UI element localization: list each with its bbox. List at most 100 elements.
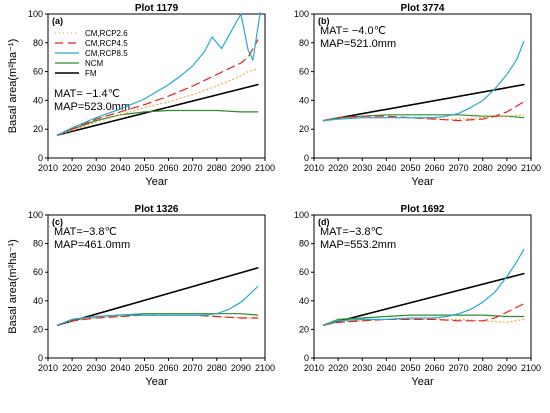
x-axis-label: Year	[145, 176, 168, 188]
x-tick-label: 2090	[231, 163, 251, 173]
x-tick-label: 2010	[38, 163, 58, 173]
chart-title: Plot 3774	[401, 3, 445, 14]
y-tick-label: 80	[33, 239, 43, 249]
x-tick-label: 2020	[328, 163, 348, 173]
series-line-fm	[322, 272, 525, 326]
x-tick-label: 2080	[207, 363, 227, 373]
annotation: MAT=−3.8℃	[54, 226, 117, 238]
y-tick-label: 100	[28, 210, 43, 220]
series-line-cm-rcp2-6	[56, 68, 259, 136]
panel-label: (b)	[318, 16, 330, 26]
annotation: MAP=461.0mm	[54, 239, 130, 251]
x-tick-label: 2050	[400, 363, 420, 373]
y-tick-label: 40	[299, 296, 309, 306]
x-tick-label: 2030	[352, 363, 372, 373]
y-tick-label: 20	[33, 124, 43, 134]
y-tick-label: 60	[299, 67, 309, 77]
x-tick-label: 2010	[304, 363, 324, 373]
annotation: MAP=553.2mm	[320, 239, 396, 251]
x-tick-label: 2100	[255, 363, 275, 373]
x-tick-label: 2010	[38, 363, 58, 373]
x-tick-label: 2040	[110, 163, 130, 173]
x-tick-label: 2040	[376, 363, 396, 373]
x-tick-label: 2090	[497, 163, 517, 173]
y-tick-label: 20	[33, 324, 43, 334]
plot-frame	[47, 13, 266, 159]
annotation: MAP=523.0mm	[54, 101, 130, 113]
x-tick-label: 2050	[400, 163, 420, 173]
legend-entry: CM,RCP2.6	[85, 29, 128, 38]
y-tick-label: 100	[294, 9, 309, 19]
y-tick-label: 100	[294, 210, 309, 220]
x-tick-label: 2040	[110, 363, 130, 373]
series-line-cm-rcp4-5	[323, 101, 525, 122]
x-tick-label: 2060	[425, 363, 445, 373]
plot-frame	[313, 13, 532, 159]
legend-entry: NCM	[85, 59, 104, 68]
y-tick-label: 0	[38, 353, 43, 363]
series-line-cm-rcp4-5	[323, 303, 525, 326]
x-axis-label: Year	[411, 176, 434, 188]
chart-panel-2: 2010 2020 2030 2040 2050 2060 2070 2080 2090 2100…	[294, 3, 541, 188]
series-line-fm	[56, 267, 259, 326]
y-tick-label: 40	[33, 296, 43, 306]
series-line-cm-rcp2-6	[323, 318, 525, 326]
y-tick-label: 20	[299, 124, 309, 134]
y-tick-label: 60	[33, 267, 43, 277]
legend-entry: FM	[85, 69, 97, 78]
series-line-cm-rcp2-6	[323, 114, 525, 122]
y-tick-label: 80	[299, 38, 309, 48]
x-tick-label: 2070	[183, 363, 203, 373]
x-tick-label: 2030	[86, 163, 106, 173]
chart-title: Plot 1326	[135, 204, 179, 215]
x-tick-label: 2090	[231, 363, 251, 373]
x-tick-label: 2100	[521, 163, 541, 173]
y-tick-label: 0	[304, 153, 309, 163]
x-tick-label: 2060	[159, 363, 179, 373]
annotation: MAT= −1.4℃	[54, 88, 120, 100]
plot-frame	[47, 214, 266, 359]
y-axis-label: Basal area(m²ha⁻¹)	[7, 239, 19, 333]
panel-label: (a)	[52, 16, 63, 26]
x-tick-label: 2080	[473, 363, 493, 373]
x-axis-label: Year	[145, 376, 168, 388]
y-axis-label: Basal area(m²ha⁻¹)	[7, 39, 19, 133]
x-tick-label: 2100	[521, 363, 541, 373]
x-tick-label: 2080	[473, 163, 493, 173]
x-tick-label: 2050	[134, 363, 154, 373]
x-tick-label: 2090	[497, 363, 517, 373]
x-tick-label: 2030	[86, 363, 106, 373]
plot-frame	[313, 214, 532, 359]
x-tick-label: 2020	[328, 363, 348, 373]
series-line-cm-rcp8-5	[323, 248, 525, 326]
panel-label: (d)	[318, 217, 330, 227]
series-line-cm-rcp8-5	[56, 12, 261, 136]
series-line-fm	[322, 83, 525, 122]
chart-panel-4: 2010 2020 2030 2040 2050 2060 2070 2080 2090 2100…	[294, 204, 541, 388]
series-line-cm-rcp8-5	[56, 285, 259, 326]
y-tick-label: 80	[33, 38, 43, 48]
x-tick-label: 2050	[134, 163, 154, 173]
x-tick-label: 2080	[207, 163, 227, 173]
chart-title: Plot 1179	[135, 3, 179, 14]
y-tick-label: 60	[33, 67, 43, 77]
chart-title: Plot 1692	[401, 204, 445, 215]
x-tick-label: 2070	[183, 163, 203, 173]
x-tick-label: 2020	[62, 163, 82, 173]
chart-panel-1: 2010 2020 2030 2040 2050 2060 2070 2080 2090 2100…	[7, 3, 275, 188]
x-tick-label: 2030	[352, 163, 372, 173]
chart-panel-3: 2010 2020 2030 2040 2050 2060 2070 2080 2090 2100…	[7, 204, 275, 388]
y-tick-label: 0	[304, 353, 309, 363]
series-line-cm-rcp4-5	[56, 39, 259, 136]
y-tick-label: 60	[299, 267, 309, 277]
series-line-cm-rcp8-5	[323, 40, 525, 122]
x-tick-label: 2020	[62, 363, 82, 373]
y-tick-label: 40	[299, 95, 309, 105]
x-axis-label: Year	[411, 376, 434, 388]
y-tick-label: 0	[38, 153, 43, 163]
y-tick-label: 20	[299, 324, 309, 334]
annotation: MAP=521.0mm	[320, 38, 396, 50]
x-tick-label: 2010	[304, 163, 324, 173]
